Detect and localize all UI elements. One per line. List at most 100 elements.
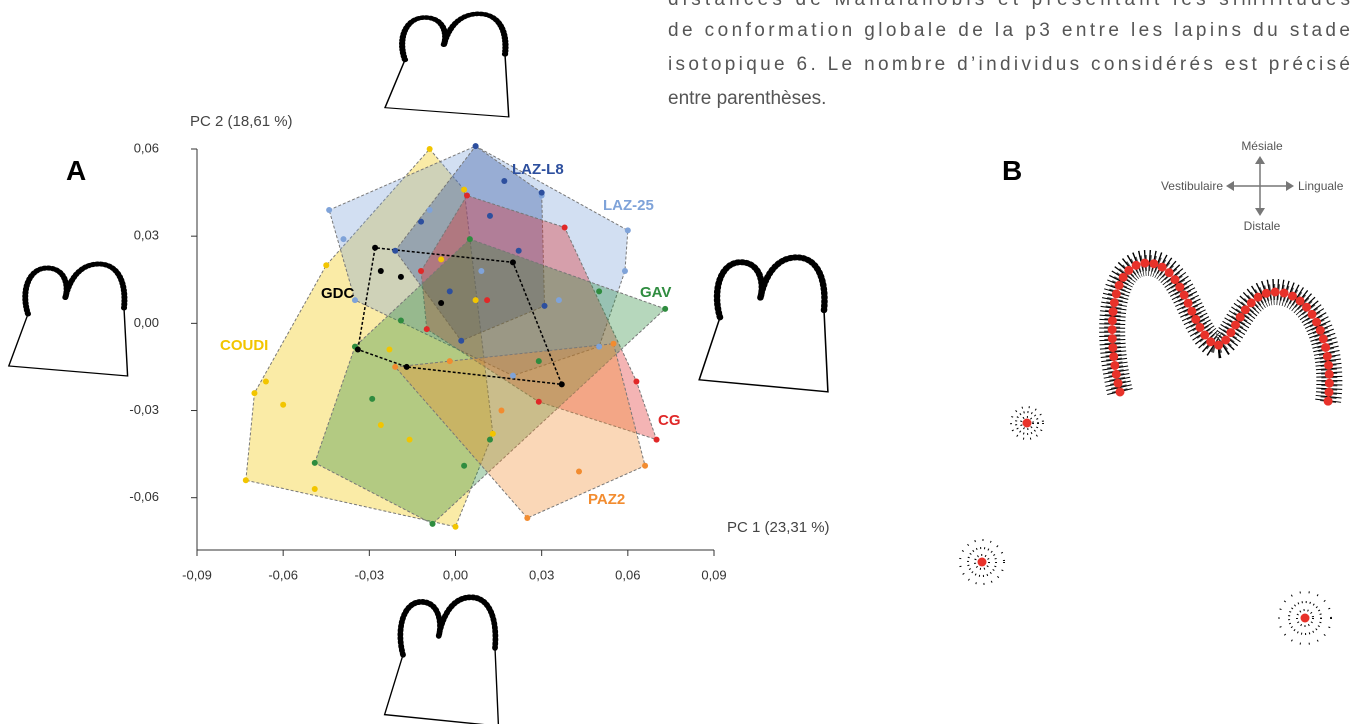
x-tick-label: -0,03 xyxy=(355,567,385,582)
data-point xyxy=(498,407,505,414)
data-point xyxy=(463,192,470,199)
data-point xyxy=(478,268,485,275)
compass xyxy=(1226,156,1294,216)
panel-label: B xyxy=(1002,155,1022,186)
shape-outline xyxy=(699,257,828,391)
data-point xyxy=(403,363,410,370)
data-point xyxy=(621,268,628,275)
shape-outline xyxy=(9,264,128,376)
data-point xyxy=(633,378,640,385)
data-point xyxy=(397,273,404,280)
data-point xyxy=(472,297,479,304)
series-label: CG xyxy=(658,412,681,429)
data-point xyxy=(541,302,548,309)
caption-line: isotopique 6. Le nombre d’individus cons… xyxy=(668,54,1350,75)
group-hull xyxy=(328,145,629,377)
data-point xyxy=(446,358,453,365)
data-point xyxy=(535,358,542,365)
data-point xyxy=(501,177,508,184)
data-point xyxy=(377,422,384,429)
shape-outline xyxy=(385,597,499,724)
data-point xyxy=(446,288,453,295)
compass-label: Vestibulaire xyxy=(1161,179,1223,193)
landmark-cloud xyxy=(959,250,1343,645)
x-tick-label: -0,06 xyxy=(268,567,298,582)
data-point xyxy=(535,398,542,405)
data-point xyxy=(372,244,379,251)
data-point xyxy=(423,326,430,333)
data-point xyxy=(461,462,468,469)
data-point xyxy=(351,297,358,304)
data-point xyxy=(555,297,562,304)
data-point xyxy=(429,520,436,527)
data-point xyxy=(452,523,459,530)
shape-outline xyxy=(385,14,509,117)
y-tick-label: 0,06 xyxy=(134,140,159,155)
data-point xyxy=(489,430,496,437)
x-tick-label: 0,06 xyxy=(615,567,640,582)
y-tick-label: 0,00 xyxy=(134,315,159,330)
scatter-plot: -0,06 -0,03 0,00 0,03 0,06 -0,09 -0,06 -0,03 0,0… xyxy=(129,113,829,582)
data-point xyxy=(242,477,249,484)
data-point xyxy=(311,459,318,466)
series-label: GAV xyxy=(640,284,671,301)
data-point xyxy=(323,262,330,269)
data-point xyxy=(461,186,468,193)
data-point xyxy=(642,462,649,469)
data-point xyxy=(653,436,660,443)
data-point xyxy=(392,363,399,370)
data-point xyxy=(438,256,445,263)
data-point xyxy=(524,515,531,522)
data-point xyxy=(576,468,583,475)
compass-label: Mésiale xyxy=(1241,139,1283,153)
data-point xyxy=(458,337,465,344)
x-tick-label: 0,00 xyxy=(443,567,468,582)
data-point xyxy=(509,259,516,266)
data-point xyxy=(662,305,669,312)
data-point xyxy=(484,297,491,304)
series-label: GDC xyxy=(321,285,355,302)
data-point xyxy=(326,207,333,214)
data-point xyxy=(418,268,425,275)
caption-line: entre parenthèses. xyxy=(668,88,826,109)
data-point xyxy=(472,143,479,150)
group-hull xyxy=(394,145,546,342)
y-tick-label: -0,03 xyxy=(129,402,159,417)
data-point xyxy=(558,381,565,388)
data-point xyxy=(426,146,433,152)
data-point xyxy=(354,346,361,353)
x-axis-title: PC 1 (23,31 %) xyxy=(727,519,830,536)
group-hull xyxy=(420,194,658,441)
data-point xyxy=(262,378,269,385)
x-tick-label: 0,03 xyxy=(529,567,554,582)
data-point xyxy=(624,227,631,234)
y-tick-label: 0,03 xyxy=(134,228,159,243)
compass-label: Linguale xyxy=(1298,179,1344,193)
data-point xyxy=(509,372,516,379)
data-point xyxy=(515,247,522,254)
data-point xyxy=(251,390,258,397)
y-tick-label: -0,06 xyxy=(129,489,159,504)
data-point xyxy=(377,268,384,275)
data-point xyxy=(406,436,413,443)
data-point xyxy=(486,212,493,219)
y-axis-title: PC 2 (18,61 %) xyxy=(190,113,293,130)
panel-label: A xyxy=(66,155,86,186)
data-point xyxy=(561,224,568,231)
data-point xyxy=(340,236,347,243)
data-point xyxy=(311,485,318,492)
data-point xyxy=(392,247,399,254)
group-hull xyxy=(314,238,667,525)
series-label: LAZ-L8 xyxy=(512,161,564,178)
data-point xyxy=(369,395,376,402)
data-point xyxy=(418,218,425,225)
data-point xyxy=(397,317,404,324)
data-point xyxy=(466,236,473,243)
x-tick-label: 0,09 xyxy=(701,567,726,582)
group-hull xyxy=(245,148,494,528)
data-point xyxy=(596,288,603,295)
caption-line: de conformation globale de la p3 entre l… xyxy=(668,20,1350,41)
data-point xyxy=(426,207,433,214)
group-hull xyxy=(356,246,563,386)
data-point xyxy=(386,346,393,353)
